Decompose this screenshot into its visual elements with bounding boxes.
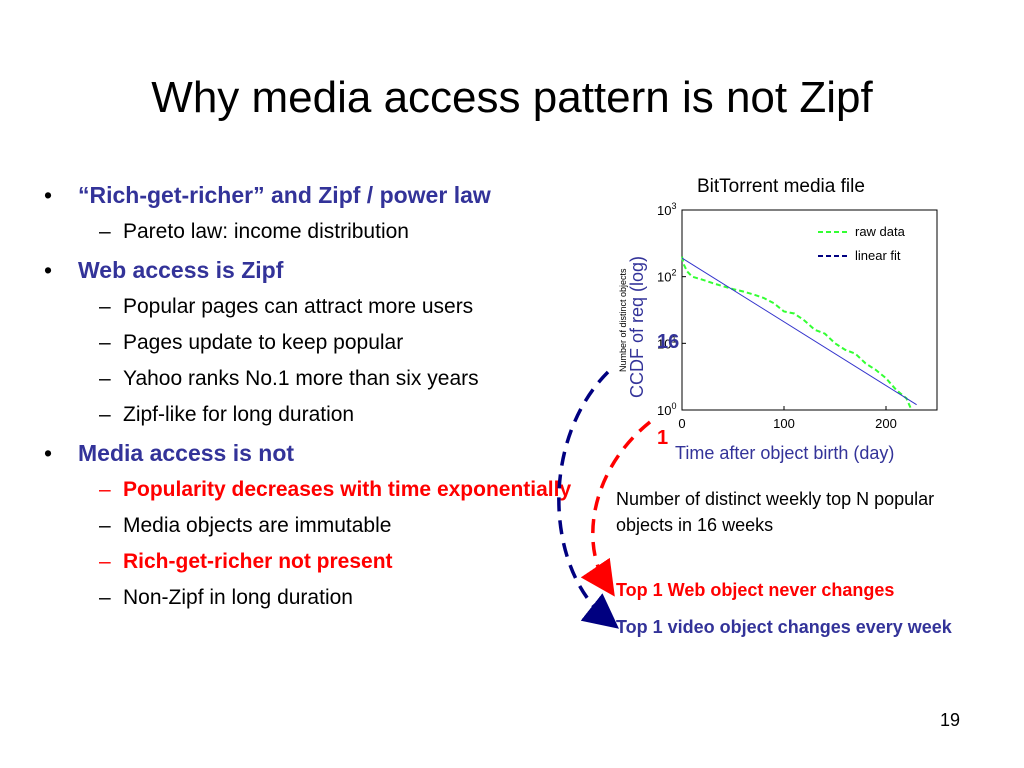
y-tick-label: 102 <box>657 268 676 285</box>
dash-marker: – <box>99 514 111 537</box>
sub-bullet-text: Rich-get-richer not present <box>123 550 393 573</box>
dash-marker: – <box>99 295 111 318</box>
sub-bullet-text: Yahoo ranks No.1 more than six years <box>123 367 479 390</box>
sub-bullet-text: Pareto law: income distribution <box>123 220 409 243</box>
dash-marker: – <box>99 331 111 354</box>
sub-bullet-text: Zipf-like for long duration <box>123 403 355 426</box>
dash-marker: – <box>99 478 111 501</box>
series-line-0 <box>681 256 913 411</box>
x-tick-label: 0 <box>678 416 685 431</box>
sub-bullet: – Pages update to keep popular <box>44 330 604 356</box>
bullet-text: “Rich-get-richer” and Zipf / power law <box>78 182 491 208</box>
bullet-media-access: • Media access is not <box>44 438 604 468</box>
plot-area <box>681 209 938 411</box>
sub-bullet-text: Pages update to keep popular <box>123 331 404 354</box>
slide-title: Why media access pattern is not Zipf <box>151 73 873 122</box>
video-object-note: Top 1 video object changes every week <box>616 617 952 637</box>
bullet-rich-get-richer: • “Rich-get-richer” and Zipf / power law <box>44 180 604 210</box>
series-group <box>681 256 917 411</box>
y-tick-label: 103 <box>657 201 676 218</box>
bullet-dot: • <box>44 182 53 208</box>
bullet-text: Web access is Zipf <box>78 257 284 283</box>
x-tick-label: 200 <box>875 416 897 431</box>
web-object-note: Top 1 Web object never changes <box>616 580 895 600</box>
sub-bullet-text: Media objects are immutable <box>123 514 392 537</box>
chart-title: BitTorrent media file <box>697 176 865 197</box>
dash-marker: – <box>99 403 111 426</box>
sub-bullet: – Popular pages can attract more users <box>44 294 604 320</box>
overlay-value-1: 1 <box>657 427 668 449</box>
legend-fit-label: linear fit <box>855 248 901 263</box>
sub-bullet-highlight: – Popularity decreases with time exponent… <box>44 477 604 503</box>
legend: raw data linear fit <box>818 224 906 263</box>
sub-bullet: – Non-Zipf in long duration <box>44 585 604 611</box>
sub-bullet: – Yahoo ranks No.1 more than six years <box>44 366 604 392</box>
page-number: 19 <box>940 710 961 730</box>
bullet-list: • “Rich-get-richer” and Zipf / power law … <box>44 180 604 621</box>
bullet-dot: • <box>44 257 53 283</box>
bullet-web-access: • Web access is Zipf <box>44 255 604 285</box>
y-tick-label: 100 <box>657 401 676 418</box>
dash-marker: – <box>99 550 111 573</box>
sub-bullet: – Zipf-like for long duration <box>44 402 604 428</box>
y-axis-label: CCDF of req (log) <box>627 256 647 398</box>
sub-bullet: – Pareto law: income distribution <box>44 219 604 245</box>
x-axis-label: Time after object birth (day) <box>675 443 894 463</box>
dash-marker: – <box>99 367 111 390</box>
dash-marker: – <box>99 220 111 243</box>
sub-bullet-text: Popular pages can attract more users <box>123 295 474 318</box>
bullet-dot: • <box>44 440 53 466</box>
y-axis-label-small: Number of distinct objects <box>618 268 628 372</box>
sub-bullet-text: Non-Zipf in long duration <box>123 586 353 609</box>
sub-bullet-highlight: – Rich-get-richer not present <box>44 549 604 575</box>
figure-caption: Number of distinct weekly top N popular … <box>616 489 935 535</box>
series-line-1 <box>681 257 917 406</box>
x-tick-label: 100 <box>773 416 795 431</box>
y-tick-label: 101 <box>657 334 676 351</box>
dash-marker: – <box>99 586 111 609</box>
sub-bullet-text: Popularity decreases with time exponenti… <box>123 478 572 501</box>
legend-raw-label: raw data <box>855 224 906 239</box>
sub-bullet: – Media objects are immutable <box>44 513 604 539</box>
bullet-text: Media access is not <box>78 440 295 466</box>
overlay-value-16: 16 <box>657 331 679 353</box>
